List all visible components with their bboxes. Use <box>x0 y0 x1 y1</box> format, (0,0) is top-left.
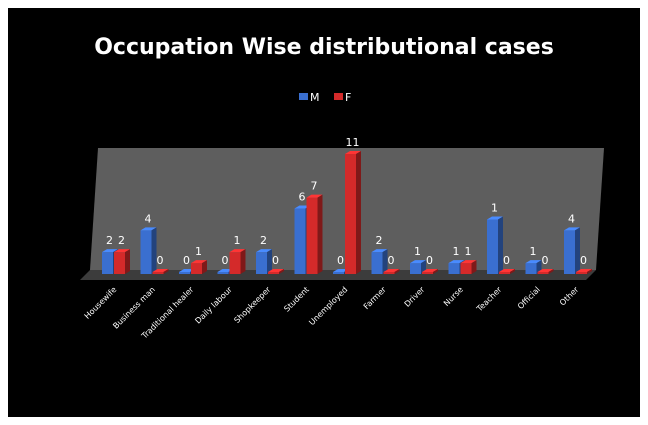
bar-m-13 <box>564 227 580 274</box>
x-tick-label-11: Teacher <box>474 285 504 315</box>
bar-m-11 <box>487 216 503 274</box>
data-label-m-4: 0 <box>222 254 229 267</box>
legend-swatch-m <box>299 93 308 100</box>
x-tick-label-8: Farmer <box>362 285 389 312</box>
bar-f-4 <box>229 249 246 274</box>
x-tick-label-1: Housewife <box>83 285 119 321</box>
data-label-f-13: 0 <box>580 254 587 267</box>
data-label-m-13: 4 <box>568 212 575 225</box>
legend-label-m: M <box>310 91 320 104</box>
data-label-f-10: 1 <box>465 245 472 258</box>
data-label-f-12: 0 <box>542 254 549 267</box>
data-label-m-2: 4 <box>145 212 152 225</box>
x-tick-label-13: Other <box>558 285 581 308</box>
x-tick-label-10: Nurse <box>442 285 465 308</box>
data-label-f-1: 2 <box>118 234 125 247</box>
data-label-f-4: 1 <box>234 234 241 247</box>
data-label-f-9: 0 <box>426 254 433 267</box>
bar-f-10 <box>460 260 477 274</box>
data-label-m-8: 2 <box>376 234 383 247</box>
x-tick-label-5: Shopkeeper <box>232 285 273 326</box>
bars-group <box>102 151 592 274</box>
bar-f-13 <box>576 269 592 274</box>
x-tick-label-9: Driver <box>403 285 427 309</box>
bar-f-9 <box>422 269 438 274</box>
x-tick-label-12: Official <box>516 285 542 311</box>
data-label-m-1: 2 <box>106 234 113 247</box>
data-label-f-3: 1 <box>195 245 202 258</box>
data-label-m-6: 6 <box>299 191 306 204</box>
data-label-f-11: 0 <box>503 254 510 267</box>
chart-frame: Occupation Wise distributional cases M F… <box>8 8 640 417</box>
data-label-m-11: 1 <box>491 201 498 214</box>
chart-title: Occupation Wise distributional cases <box>94 35 554 60</box>
data-label-f-8: 0 <box>388 254 395 267</box>
data-label-m-5: 2 <box>260 234 267 247</box>
bar-f-5 <box>268 269 284 274</box>
data-label-m-9: 1 <box>414 245 421 258</box>
bar-f-2 <box>152 269 169 274</box>
data-label-f-2: 0 <box>157 254 164 267</box>
bar-m-9 <box>410 260 426 274</box>
legend-label-f: F <box>345 91 351 104</box>
data-label-f-6: 7 <box>311 180 318 193</box>
bar-m-2 <box>140 227 157 274</box>
bar-m-8 <box>371 249 388 274</box>
bar-f-3 <box>191 260 207 274</box>
bar-f-1 <box>114 249 130 274</box>
legend-swatch-f <box>334 93 343 100</box>
x-tick-label-4: Daily labour <box>193 285 234 326</box>
bar-f-11 <box>499 269 515 274</box>
bar-chart: Occupation Wise distributional cases M F… <box>80 35 604 342</box>
data-label-m-7: 0 <box>337 254 344 267</box>
data-label-m-3: 0 <box>183 254 190 267</box>
data-label-f-7: 11 <box>346 136 360 149</box>
bar-m-5 <box>256 249 272 274</box>
data-label-m-10: 1 <box>453 245 460 258</box>
bar-f-7 <box>345 151 361 274</box>
x-tick-label-6: Student <box>282 285 311 314</box>
bar-f-8 <box>383 269 400 274</box>
data-label-f-5: 0 <box>272 254 279 267</box>
legend: M F <box>299 91 351 104</box>
bar-f-12 <box>537 269 554 274</box>
x-tick-label-7: Unemployed <box>307 285 349 327</box>
data-label-m-12: 1 <box>530 245 537 258</box>
bar-f-6 <box>306 194 323 274</box>
